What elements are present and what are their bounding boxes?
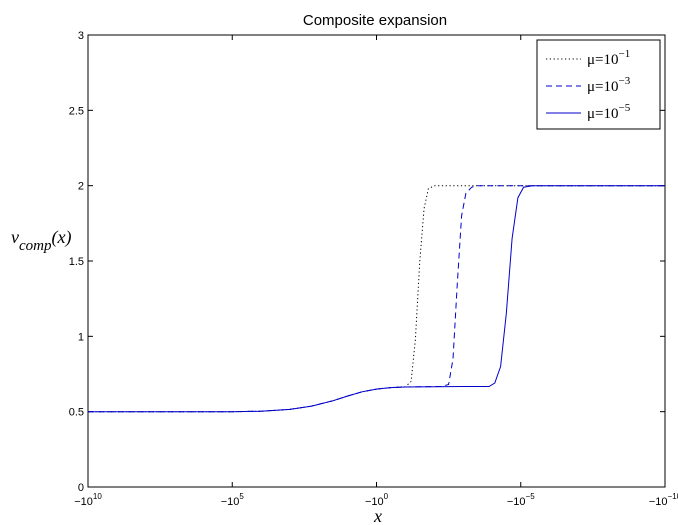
y-tick-label: 2.5	[69, 105, 84, 117]
x-tick-label: −1010	[74, 492, 102, 508]
y-tick-label: 0	[78, 482, 84, 494]
legend-entry-label: μ=10−3	[587, 75, 631, 95]
x-axis-label: x	[373, 506, 382, 525]
y-tick-label: 0.5	[69, 407, 84, 419]
series-line-3	[88, 185, 665, 413]
series-layer	[88, 185, 665, 413]
x-tick-label: −105	[221, 492, 245, 508]
chart-title: Composite expansion	[303, 12, 447, 29]
x-tick-label: −100	[365, 492, 389, 508]
y-axis: 0 0.5 1 1.5 2 2.5 3	[69, 30, 665, 494]
y-axis-label-base: v	[11, 227, 19, 247]
x-tick-label: −10−10	[649, 492, 678, 508]
y-axis-label: vcomp(x)	[11, 227, 71, 254]
x-tick-label: −10−5	[507, 492, 535, 508]
y-tick-label: 1.5	[69, 256, 84, 268]
y-tick-label: 1	[78, 331, 84, 343]
y-axis-label-tail: (x)	[52, 227, 72, 248]
y-axis-label-subscript: comp	[19, 238, 52, 254]
legend: μ=10−1 μ=10−3 μ=10−5	[536, 39, 661, 130]
y-tick-label: 3	[78, 30, 84, 42]
x-axis: −1010 −105 −100 −10−5 −10−10	[74, 35, 678, 508]
legend-entry-label: μ=10−5	[587, 102, 631, 122]
y-tick-label: 2	[78, 181, 84, 193]
legend-entry-label: μ=10−1	[587, 48, 630, 68]
legend-box	[536, 39, 661, 130]
